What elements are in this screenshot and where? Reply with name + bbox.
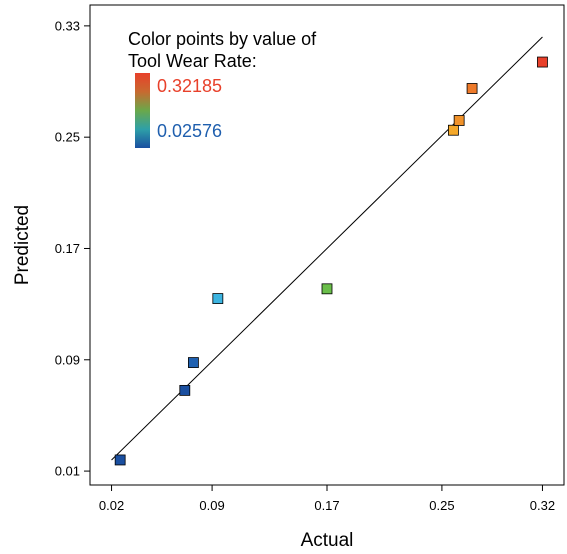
color-legend: Color points by value of Tool Wear Rate:… <box>128 29 317 148</box>
data-point <box>321 283 333 295</box>
y-axis-ticks: 0.01 0.09 0.17 0.25 0.33 <box>55 18 90 479</box>
y-tick-label: 0.33 <box>55 18 80 33</box>
data-point <box>537 56 548 68</box>
x-tick-label: 0.32 <box>530 498 555 513</box>
data-point <box>179 384 191 396</box>
legend-min-value: 0.02576 <box>157 121 222 141</box>
y-tick-label: 0.25 <box>55 130 80 145</box>
x-tick-label: 0.09 <box>199 498 224 513</box>
x-tick-label: 0.02 <box>99 498 124 513</box>
x-tick-label: 0.17 <box>314 498 339 513</box>
data-point <box>212 293 224 304</box>
data-point <box>114 454 126 466</box>
legend-max-value: 0.32185 <box>157 76 222 96</box>
y-tick-label: 0.01 <box>55 464 80 479</box>
fit-line <box>111 36 543 461</box>
y-axis-label: Predicted <box>12 205 33 285</box>
legend-color-bar <box>135 73 150 148</box>
x-axis-label: Actual <box>301 530 354 551</box>
y-tick-label: 0.17 <box>55 241 80 256</box>
data-point <box>447 124 459 136</box>
x-axis-ticks: 0.02 0.09 0.17 0.25 0.32 <box>99 485 555 513</box>
data-point <box>188 357 199 368</box>
x-tick-label: 0.25 <box>429 498 454 513</box>
data-point <box>453 115 465 126</box>
legend-title-line1: Color points by value of <box>128 29 317 49</box>
data-points <box>114 56 548 466</box>
y-tick-label: 0.09 <box>55 352 80 367</box>
legend-title-line2: Tool Wear Rate: <box>128 51 257 71</box>
data-point <box>466 83 478 94</box>
